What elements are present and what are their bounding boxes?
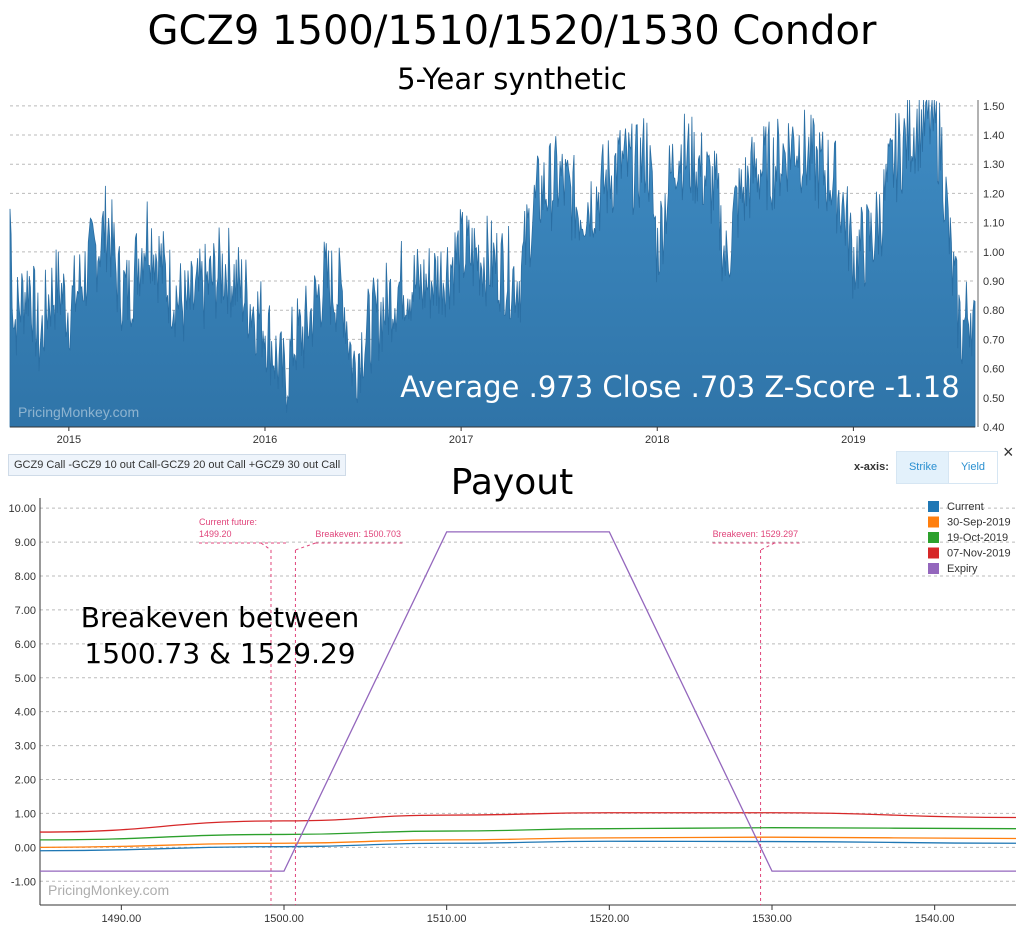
series-line-19-oct-2019 [39, 827, 1017, 841]
annotation-connector [295, 542, 316, 551]
y-tick-label: 8.00 [15, 571, 36, 583]
y-tick-label: 0.80 [983, 305, 1004, 317]
annotation-label: Current future: [199, 517, 257, 527]
x-tick-label: 1540.00 [915, 913, 955, 925]
y-tick-label: 0.70 [983, 334, 1004, 346]
payout-title: Payout [450, 462, 574, 503]
y-tick-label: 0.00 [15, 842, 36, 854]
y-tick-label: 9.00 [15, 537, 36, 549]
legend-swatch [928, 516, 939, 528]
y-tick-label: 1.00 [983, 247, 1004, 259]
x-tick-label: 1500.00 [264, 913, 304, 925]
legend-entry: 07-Nov-2019 [947, 548, 1011, 560]
x-tick-label: 2016 [253, 434, 277, 446]
x-tick-label: 1520.00 [589, 913, 629, 925]
close-icon[interactable]: × [1003, 442, 1014, 462]
series-line-07-nov-2019 [39, 812, 1017, 833]
y-tick-label: 1.10 [983, 218, 1004, 230]
y-tick-label: 1.50 [983, 101, 1004, 113]
stats-annotation: Average .973 Close .703 Z-Score -1.18 [400, 370, 960, 404]
x-tick-label: 2015 [57, 434, 81, 446]
legend-swatch [928, 563, 939, 574]
y-tick-label: 5.00 [15, 673, 36, 685]
legend-entry: 19-Oct-2019 [947, 532, 1008, 544]
y-tick-label: 0.60 [983, 364, 1004, 376]
annotation-label: Breakeven: 1500.703 [315, 529, 401, 539]
breakeven-note: Breakeven between 1500.73 & 1529.29 [40, 600, 400, 672]
y-tick-label: 0.50 [983, 393, 1004, 405]
series-line-current [39, 840, 1017, 852]
legend-swatch [928, 501, 939, 512]
y-tick-label: 1.20 [983, 188, 1004, 200]
y-tick-label: 1.30 [983, 159, 1004, 171]
chart-subtitle: 5-Year synthetic [397, 62, 627, 96]
strike-button[interactable]: Strike [896, 451, 950, 484]
strategy-label: GCZ9 Call -GCZ9 10 out Call-GCZ9 20 out … [8, 454, 347, 476]
x-tick-label: 2019 [841, 434, 865, 446]
y-tick-label: 10.00 [8, 503, 36, 515]
annotation-label: Breakeven: 1529.297 [713, 529, 799, 539]
history-area [9, 99, 976, 428]
watermark: PricingMonkey.com [48, 882, 170, 898]
y-tick-label: 6.00 [15, 639, 36, 651]
legend-entry: 30-Sep-2019 [947, 517, 1011, 529]
payout-chart: -1.00 0.00 1.00 2.00 3.00 4.00 5.00 6.00 7.00 8.0… [8, 498, 1017, 925]
x-tick-label: 2018 [645, 434, 669, 446]
y-tick-label: 0.90 [983, 276, 1004, 288]
y-tick-label: -1.00 [11, 876, 36, 888]
series-line-30-sep-2019 [39, 836, 1017, 848]
x-tick-label: 2017 [449, 434, 473, 446]
watermark: PricingMonkey.com [18, 404, 140, 420]
y-tick-label: 7.00 [15, 605, 36, 617]
y-tick-label: 4.00 [15, 707, 36, 719]
synthetic-history-chart: 0.40 0.50 0.60 0.70 0.80 0.90 1.00 1.10 1.20 1.30… [9, 99, 1004, 446]
annotation-connector [260, 542, 272, 551]
series-line-expiry [40, 531, 1016, 872]
y-tick-label: 1.40 [983, 130, 1004, 142]
x-tick-label: 1490.00 [101, 913, 141, 925]
annotation-value: 1499.20 [199, 529, 232, 539]
breakeven-note-line2: 1500.73 & 1529.29 [84, 637, 356, 670]
y-tick-label: 3.00 [15, 741, 36, 753]
legend-entry: Expiry [947, 563, 978, 575]
y-tick-label: 0.40 [983, 422, 1004, 434]
chart-title: GCZ9 1500/1510/1520/1530 Condor [147, 8, 877, 54]
legend-swatch [928, 547, 939, 559]
legend-swatch [928, 532, 939, 543]
x-tick-label: 1510.00 [427, 913, 467, 925]
annotation-connector [760, 542, 775, 551]
y-tick-label: 1.00 [15, 808, 36, 820]
xaxis-label: x-axis: [854, 461, 889, 473]
yield-button[interactable]: Yield [948, 451, 998, 484]
x-tick-label: 1530.00 [752, 913, 792, 925]
y-tick-label: 2.00 [15, 775, 36, 787]
legend-entry: Current [947, 501, 984, 513]
breakeven-note-line1: Breakeven between [80, 601, 360, 634]
